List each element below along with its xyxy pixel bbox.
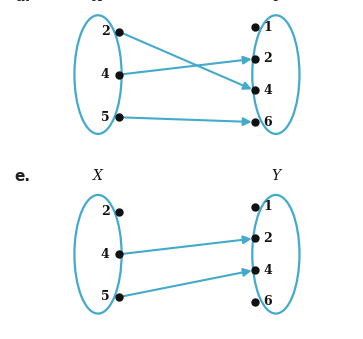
Text: 5: 5 [101,291,110,303]
Text: Y: Y [271,0,281,4]
Text: 2: 2 [101,25,110,38]
Text: 4: 4 [263,263,272,277]
Text: 6: 6 [263,295,272,308]
Text: 1: 1 [263,21,272,34]
Text: 4: 4 [263,84,272,97]
Text: X: X [93,169,103,183]
Text: 5: 5 [101,111,110,124]
Text: X: X [93,0,103,4]
Text: d.: d. [15,0,31,4]
Text: 2: 2 [101,205,110,218]
Text: 1: 1 [263,200,272,213]
Text: e.: e. [15,169,30,184]
Text: 2: 2 [263,232,272,245]
Text: 6: 6 [263,116,272,128]
Text: Y: Y [271,169,281,183]
Text: 4: 4 [101,68,110,81]
Text: 2: 2 [263,52,272,65]
Text: 4: 4 [101,248,110,261]
